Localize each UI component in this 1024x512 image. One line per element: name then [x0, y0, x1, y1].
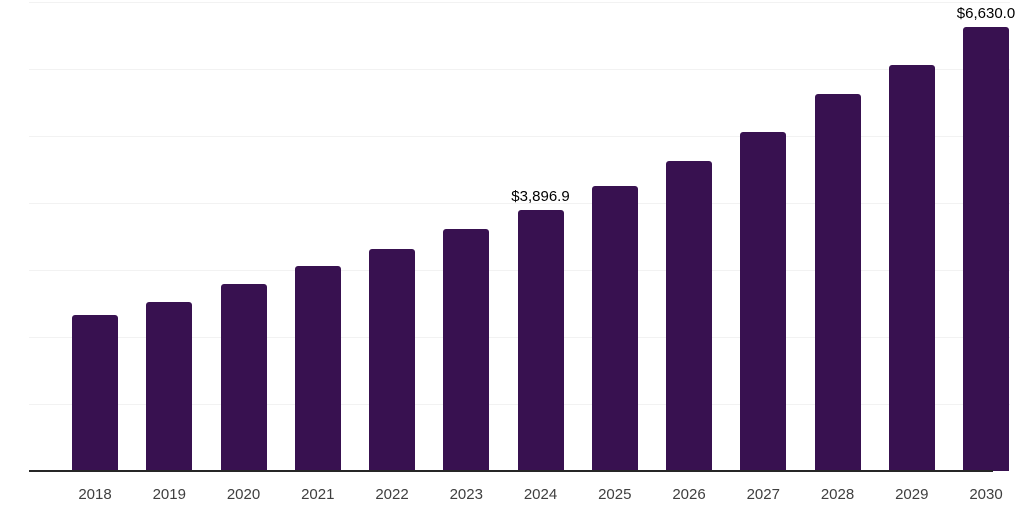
gridline-5000	[29, 136, 1010, 137]
gridline-6000	[29, 69, 1010, 70]
bar-2027	[740, 132, 787, 471]
bar-2029	[888, 65, 935, 471]
bar-2024	[517, 209, 564, 471]
x-tick-label-2027: 2027	[746, 486, 780, 503]
x-tick-label-2030: 2030	[969, 486, 1003, 503]
plot-area: 2018 2019 2020 2021 2022 2023 2024 2025 2026 2027…	[29, 0, 1015, 512]
bar-2020	[220, 283, 267, 471]
bar-2026	[666, 160, 712, 471]
bar-2018	[72, 314, 118, 471]
x-tick-label-2028: 2028	[820, 486, 855, 503]
x-tick-label-2022: 2022	[375, 486, 409, 503]
bar-2022	[369, 249, 415, 471]
bar-2028	[814, 93, 861, 471]
bar-2023	[443, 229, 490, 471]
value-label-2030: $6,630.0	[956, 4, 1016, 22]
bar-2019	[146, 302, 193, 471]
bar-2025	[591, 185, 638, 471]
gridline-7000	[29, 2, 1010, 3]
x-tick-label-2021: 2021	[301, 486, 335, 503]
x-tick-label-2025: 2025	[598, 486, 632, 503]
x-tick-label-2019: 2019	[152, 486, 186, 503]
bar-2021	[294, 266, 341, 471]
x-tick-label-2020: 2020	[226, 486, 261, 503]
x-tick-label-2024: 2024	[523, 486, 558, 503]
x-tick-label-2029: 2029	[895, 486, 929, 503]
gridline-4000	[29, 203, 1010, 204]
x-tick-label-2018: 2018	[78, 486, 112, 503]
x-axis-line	[29, 470, 993, 472]
x-tick-label-2023: 2023	[449, 486, 483, 503]
value-label-2024: $3,896.9	[511, 187, 570, 205]
x-tick-label-2026: 2026	[672, 486, 706, 503]
bar-2030	[963, 26, 1009, 471]
